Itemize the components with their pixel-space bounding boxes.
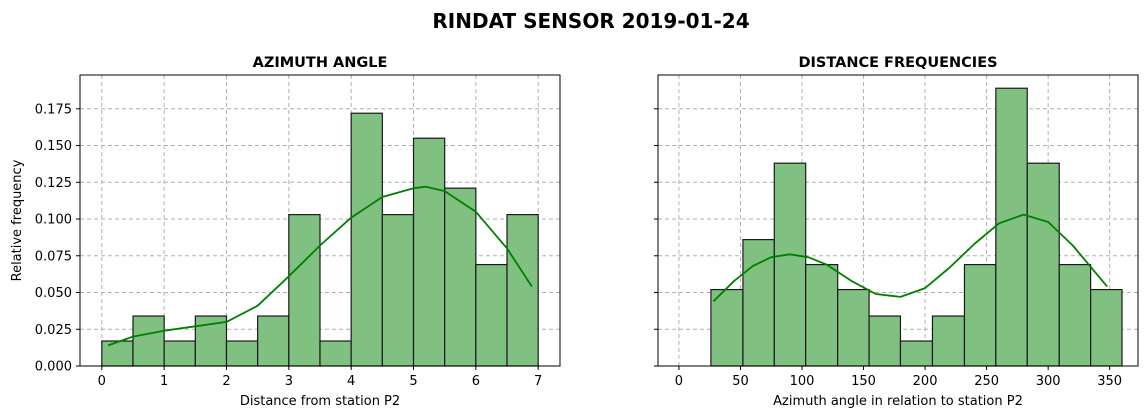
- histogram-bar: [163, 340, 196, 367]
- histogram-bar: [350, 112, 383, 367]
- histogram-bar: [1090, 288, 1123, 367]
- y-tick-label: 0.000: [35, 360, 72, 375]
- axes-frame: [79, 74, 561, 367]
- x-tick-label: 100: [790, 374, 815, 389]
- x-tick-label: 3: [285, 374, 293, 389]
- y-tick-label: 0.125: [35, 176, 72, 191]
- histogram-bar: [444, 187, 477, 367]
- y-tick-label: 0.175: [35, 102, 72, 117]
- x-tick-label: 0: [98, 374, 106, 389]
- x-tick-label: 50: [732, 374, 749, 389]
- y-tick-label: 0.050: [35, 286, 72, 301]
- x-axis-label: Distance from station P2: [240, 394, 400, 409]
- histogram-bar: [1026, 162, 1060, 367]
- x-tick-label: 7: [534, 374, 542, 389]
- x-tick-label: 200: [913, 374, 938, 389]
- histogram-bar: [710, 288, 744, 367]
- y-tick-label: 0.075: [35, 249, 72, 264]
- chart-title: DISTANCE FREQUENCIES: [798, 55, 997, 71]
- histogram-bar: [995, 87, 1028, 367]
- histogram-bar: [319, 340, 352, 367]
- distance-frequencies-histogram: 0 50 100 150 200 250 300 350 DISTANCE FREQUENCIE…: [654, 55, 1139, 409]
- histogram-bar: [506, 214, 539, 367]
- y-axis-label: Relative frequency: [10, 159, 25, 281]
- axes-frame: [657, 74, 1139, 367]
- x-tick-label: 0: [675, 374, 683, 389]
- histogram-bar: [868, 315, 902, 367]
- histogram-bar: [132, 315, 165, 367]
- x-tick-label: 300: [1036, 374, 1061, 389]
- figure-title: RINDAT SENSOR 2019-01-24: [432, 9, 749, 33]
- histogram-bar: [931, 315, 966, 367]
- histogram-bar: [101, 340, 134, 367]
- histogram-bar: [837, 288, 870, 367]
- azimuth-angle-histogram: 0 1 2 3 4 5 6 7 0.000 0.025 0.050 0.075 0.100 0.125 0.…: [10, 55, 561, 409]
- x-tick-label: 350: [1097, 374, 1122, 389]
- kde-curve: [712, 213, 1108, 302]
- x-tick-label: 4: [347, 374, 355, 389]
- x-axis-label: Azimuth angle in relation to station P2: [773, 394, 1023, 409]
- histogram-bar: [805, 263, 839, 367]
- histogram-bar: [963, 263, 997, 367]
- x-tick-label: 1: [160, 374, 168, 389]
- histogram-bar: [381, 214, 415, 367]
- y-tick-label: 0.100: [35, 213, 72, 228]
- histogram-bar: [899, 340, 934, 367]
- y-tick-label: 0.025: [35, 323, 72, 338]
- histogram-bar: [412, 137, 446, 367]
- histogram-bar: [225, 340, 259, 367]
- x-tick-label: 2: [222, 374, 230, 389]
- histogram-bar: [742, 239, 775, 367]
- y-tick-label: 0.150: [35, 139, 72, 154]
- histogram-bar: [773, 162, 807, 367]
- x-tick-label: 5: [409, 374, 417, 389]
- histogram-bar: [475, 263, 508, 367]
- x-tick-label: 6: [472, 374, 480, 389]
- histogram-bar: [288, 214, 321, 367]
- x-tick-label: 250: [974, 374, 999, 389]
- kde-curve: [107, 185, 533, 347]
- chart-title: AZIMUTH ANGLE: [253, 55, 388, 71]
- histogram-bar: [257, 315, 290, 367]
- x-tick-label: 150: [851, 374, 876, 389]
- histogram-bar: [1058, 263, 1092, 367]
